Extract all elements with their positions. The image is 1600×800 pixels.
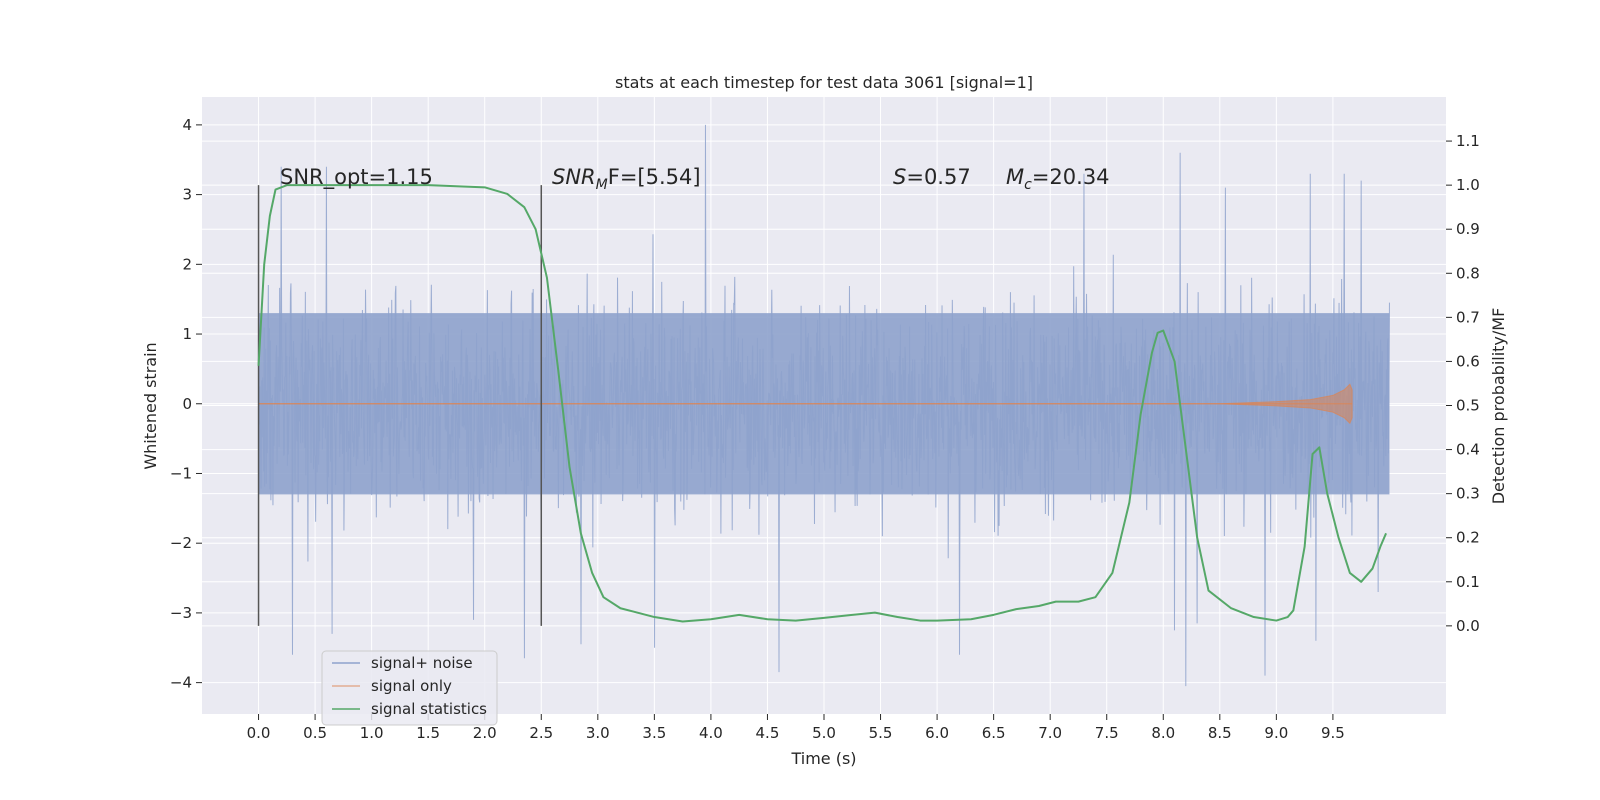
x-tick-label: 5.0 — [812, 724, 836, 742]
x-tick-label: 4.0 — [699, 724, 723, 742]
x-tick-label: 0.0 — [247, 724, 271, 742]
y-tick-label-right: 0.8 — [1456, 264, 1480, 282]
y-tick-label-left: 4 — [182, 116, 192, 134]
y-tick-label-left: −4 — [170, 674, 192, 692]
annotation-mc-sub: c — [1024, 177, 1032, 193]
x-tick-label: 6.0 — [925, 724, 949, 742]
y-tick-label-right: 0.3 — [1456, 485, 1480, 503]
vertical-markers — [257, 185, 543, 626]
annotation-s-prefix: S — [893, 165, 906, 189]
x-tick-label: 5.5 — [869, 724, 893, 742]
legend-box — [321, 650, 498, 726]
x-tick-label: 7.0 — [1038, 724, 1062, 742]
stats-series — [257, 184, 1387, 623]
y-tick-label-right: 0.5 — [1456, 397, 1480, 415]
chart-title: stats at each timestep for test data 306… — [615, 73, 1033, 92]
legend: signal+ noise signal only signal statist… — [321, 650, 498, 726]
x-tick-label: 3.5 — [642, 724, 666, 742]
signal-series — [258, 383, 1353, 425]
x-tick-label: 8.5 — [1208, 724, 1232, 742]
stats-curve — [257, 184, 1387, 623]
x-tick-label: 1.5 — [416, 724, 440, 742]
y-tick-label-right: 0.2 — [1456, 529, 1480, 547]
tick-labels: 0.0 0.5 1.0 1.5 2.0 2.5 3.0 3.5 4.0 4.5 5.0 5.5 6.0 6… — [170, 116, 1480, 742]
x-tick-label: 6.5 — [982, 724, 1006, 742]
y-tick-label-right: 0.4 — [1456, 441, 1480, 459]
x-tick-label: 2.5 — [529, 724, 553, 742]
annotation-s-value: =0.57 — [906, 165, 970, 189]
x-tick-label: 7.5 — [1095, 724, 1119, 742]
y-tick-label-right: 0.1 — [1456, 573, 1480, 591]
x-tick-label: 1.0 — [360, 724, 384, 742]
annotation-snr-mf-prefix: SNR — [552, 165, 596, 189]
y-tick-label-right: 0.9 — [1456, 220, 1480, 238]
y-tick-label-right: 0.7 — [1456, 308, 1480, 326]
annotation-snr-mf-suffix: F=[5.54] — [608, 165, 701, 189]
legend-label-signal: signal only — [371, 677, 452, 695]
x-tick-label: 8.0 — [1151, 724, 1175, 742]
y-tick-label-left: 3 — [182, 186, 192, 204]
y-tick-label-left: −2 — [170, 534, 192, 552]
y-axis-label-right: Detection probability/MF — [1489, 308, 1508, 505]
legend-label-stats: signal statistics — [371, 700, 487, 718]
x-tick-label: 4.5 — [756, 724, 780, 742]
y-tick-label-right: 0.6 — [1456, 352, 1480, 370]
annotation-mc-prefix: M — [1006, 165, 1024, 189]
x-tick-label: 9.5 — [1321, 724, 1345, 742]
legend-label-noise: signal+ noise — [371, 654, 473, 672]
y-tick-label-left: −1 — [170, 464, 192, 482]
y-tick-label-left: −3 — [170, 604, 192, 622]
annotation-mc-value: =20.34 — [1032, 165, 1110, 189]
annotation-mc: Mc=20.34 — [1006, 165, 1110, 193]
y-tick-label-left: 1 — [182, 325, 192, 343]
y-tick-label-left: 0 — [182, 395, 192, 413]
x-tick-label: 0.5 — [303, 724, 327, 742]
x-tick-label: 9.0 — [1264, 724, 1288, 742]
annotation-s: S=0.57 — [893, 165, 971, 189]
x-axis-label: Time (s) — [790, 749, 856, 768]
x-tick-label: 3.0 — [586, 724, 610, 742]
annotation-snr-opt: SNR_opt=1.15 — [280, 165, 433, 190]
y-tick-label-right: 0.0 — [1456, 617, 1480, 635]
y-tick-label-right: 1.1 — [1456, 132, 1480, 150]
y-tick-label-right: 1.0 — [1456, 176, 1480, 194]
y-axis-label-left: Whitened strain — [141, 342, 160, 469]
annotation-snr-mf-sub: M — [596, 177, 608, 193]
x-tick-label: 2.0 — [473, 724, 497, 742]
annotation-snr-mf: SNRMF=[5.54] — [552, 165, 701, 193]
y-tick-label-left: 2 — [182, 255, 192, 273]
